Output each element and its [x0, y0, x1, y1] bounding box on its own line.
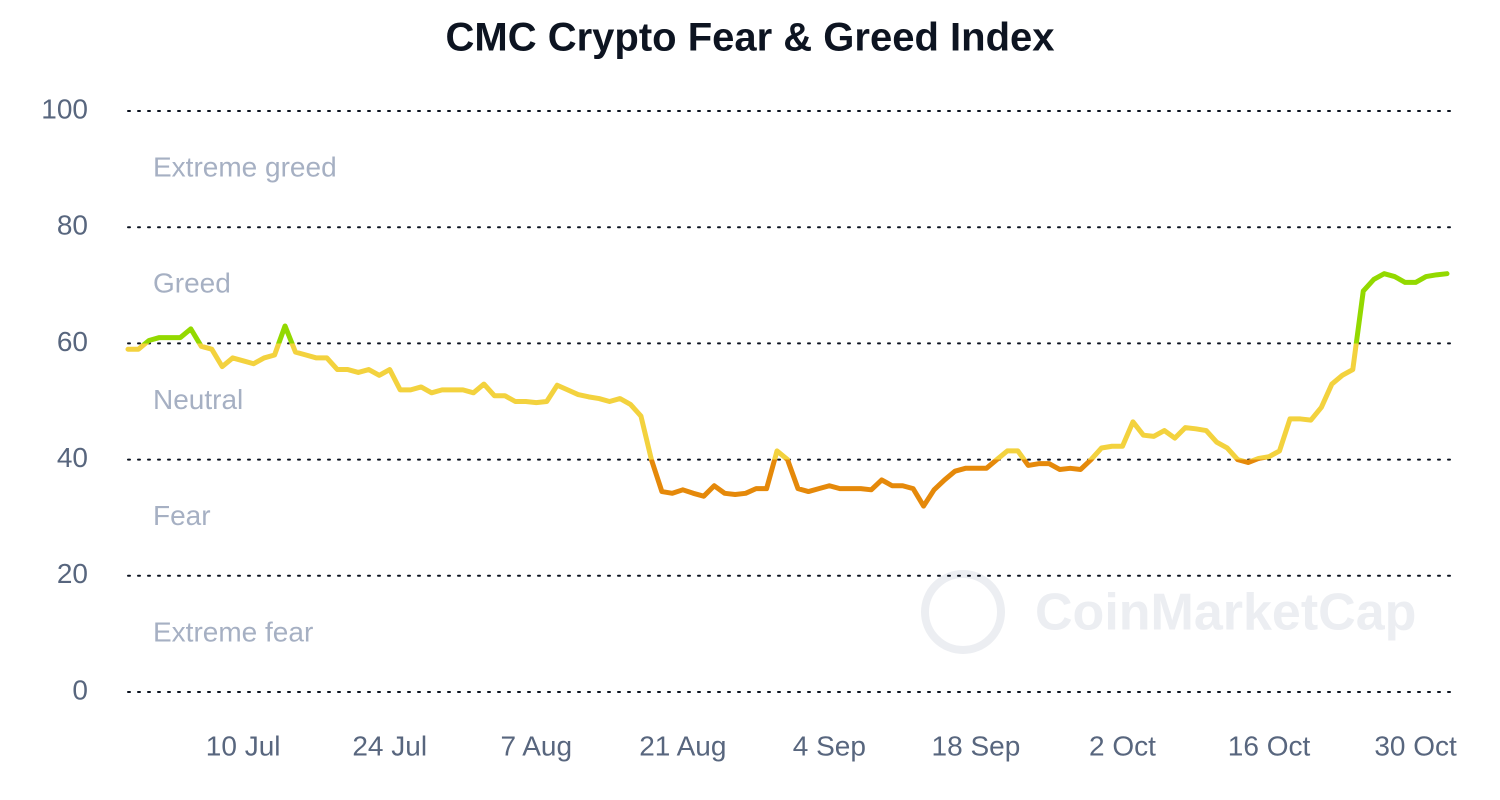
y-tick-label: 20	[57, 558, 88, 589]
y-tick-label: 60	[57, 326, 88, 357]
x-tick-label: 18 Sep	[932, 730, 1021, 761]
watermark-text: CoinMarketCap	[1035, 584, 1416, 642]
band-label: Extreme fear	[153, 616, 313, 647]
y-tick-label: 0	[72, 674, 88, 705]
x-tick-label: 16 Oct	[1228, 730, 1311, 761]
x-tick-label: 7 Aug	[500, 730, 572, 761]
x-tick-label: 21 Aug	[639, 730, 726, 761]
band-label: Fear	[153, 500, 211, 531]
watermark: CoinMarketCap	[921, 570, 1416, 654]
x-tick-label: 10 Jul	[206, 730, 281, 761]
x-tick-label: 2 Oct	[1089, 730, 1156, 761]
chart-title: CMC Crypto Fear & Greed Index	[445, 16, 1054, 60]
y-tick-label: 100	[41, 93, 88, 124]
x-tick-label: 4 Sep	[793, 730, 866, 761]
band-label: Greed	[153, 268, 231, 299]
band-label: Neutral	[153, 384, 243, 415]
index-line	[125, 271, 1450, 509]
x-tick-label: 30 Oct	[1374, 730, 1457, 761]
y-tick-label: 80	[57, 210, 88, 241]
band-label: Extreme greed	[153, 151, 337, 182]
watermark-logo	[921, 570, 1005, 654]
y-tick-label: 40	[57, 442, 88, 473]
x-tick-label: 24 Jul	[352, 730, 427, 761]
